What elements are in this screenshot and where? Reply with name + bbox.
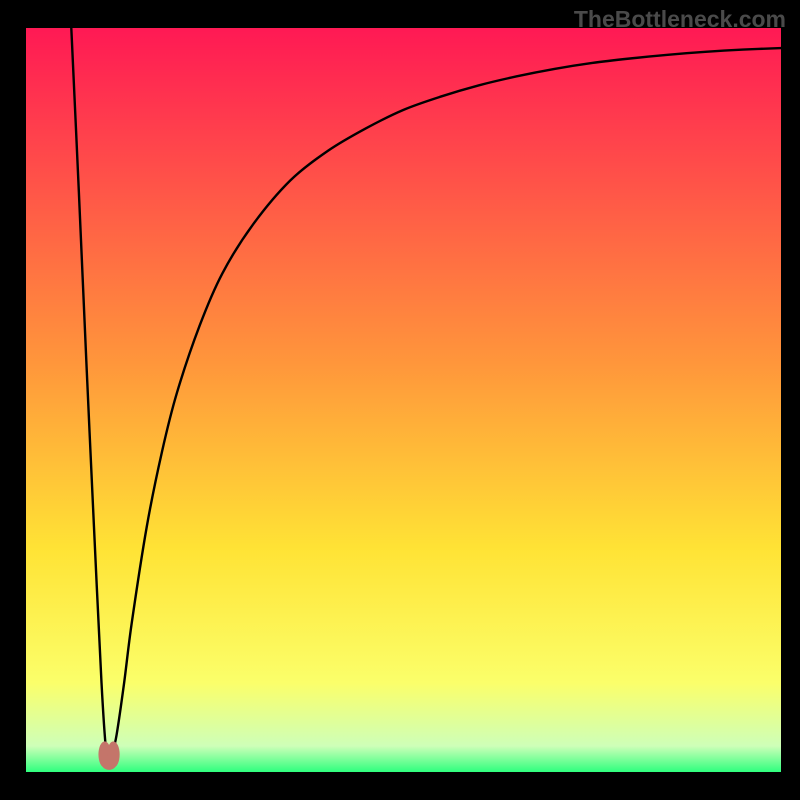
chart-container: TheBottleneck.com [0,0,800,800]
chart-gradient-background [26,28,781,772]
attribution-label: TheBottleneck.com [574,6,786,33]
